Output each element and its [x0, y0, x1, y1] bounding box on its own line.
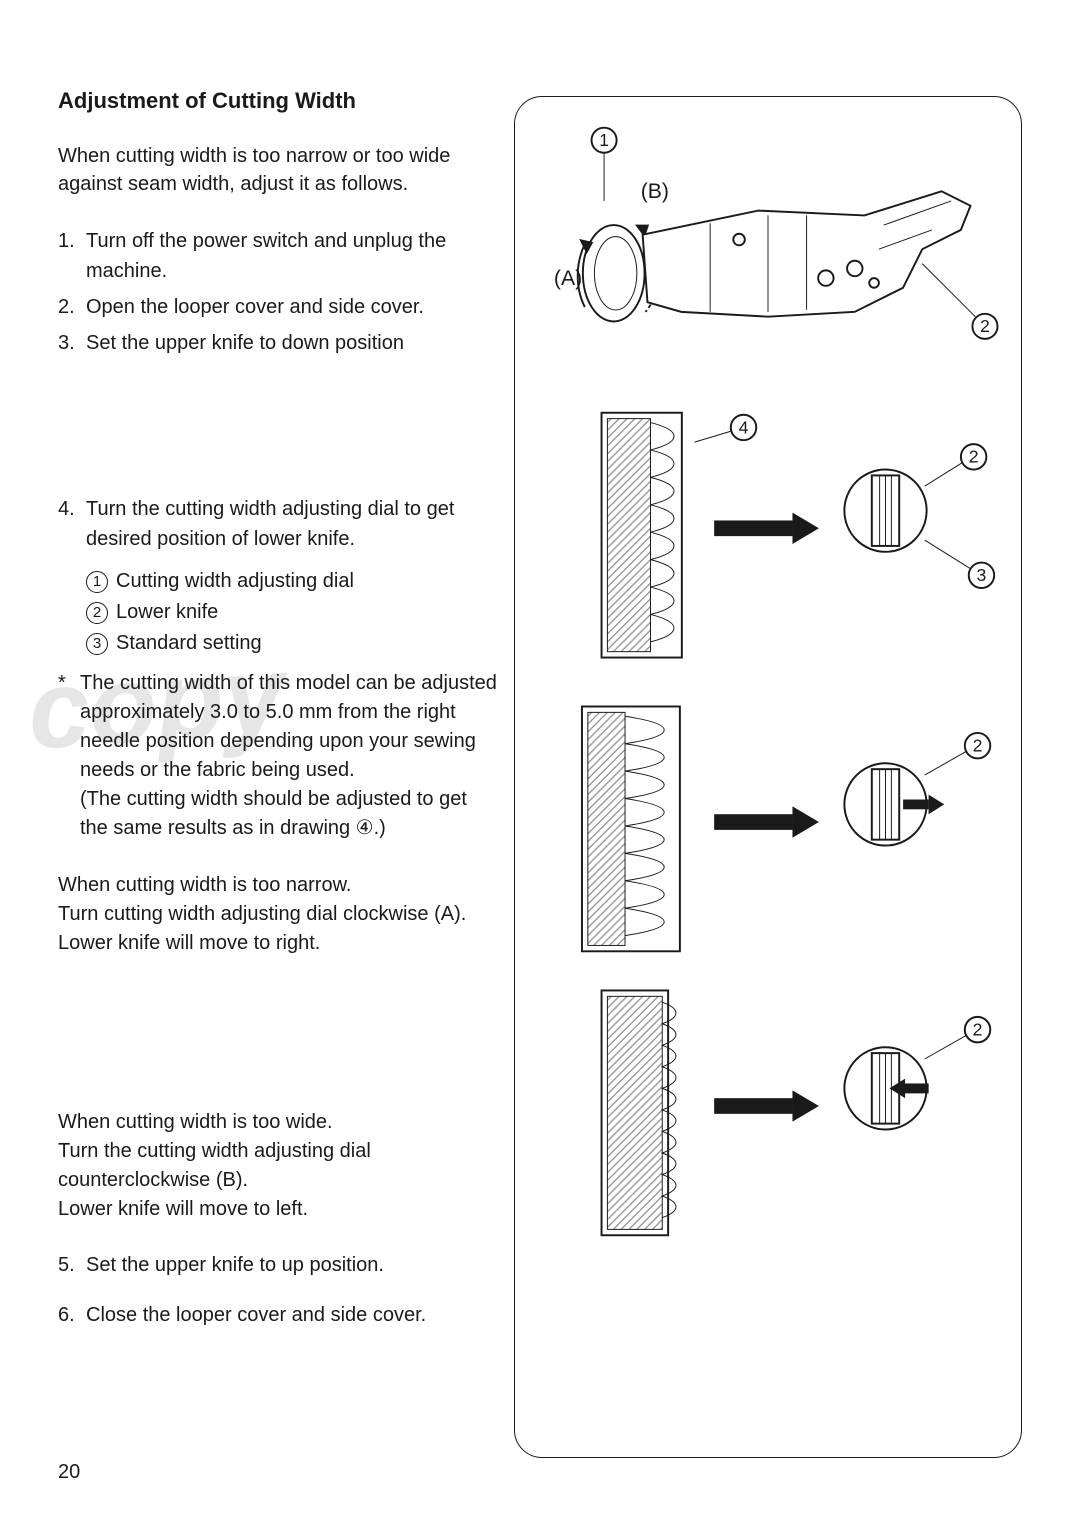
narrow-block: When cutting width is too narrow. Turn c…: [58, 871, 498, 958]
step-num: 2.: [58, 292, 86, 322]
step-num: 6.: [58, 1300, 86, 1330]
step-5: 5. Set the upper knife to up position.: [58, 1250, 498, 1280]
legend-item-1: 1 Cutting width adjusting dial: [86, 566, 498, 597]
step-num: 1.: [58, 226, 86, 286]
circled-2-icon: 2: [86, 602, 108, 624]
step-text: Turn the cutting width adjusting dial to…: [86, 494, 498, 554]
note-block: copy * The cutting width of this model c…: [58, 659, 498, 843]
figure-column: 1 (A) (B) 2: [522, 88, 1022, 1488]
note-paren: (The cutting width should be adjusted to…: [80, 788, 467, 839]
circled-3-icon: 3: [86, 633, 108, 655]
mechanism-diagram: 1 (A) (B) 2: [533, 119, 1003, 389]
step-1: 1. Turn off the power switch and unplug …: [58, 226, 498, 286]
spacing: [58, 364, 498, 494]
step-num: 4.: [58, 494, 86, 554]
callout-1: 1: [599, 130, 609, 150]
callout-2d: 2: [973, 1020, 983, 1040]
step-text: Set the upper knife to down position: [86, 328, 404, 358]
narrow-line1: When cutting width is too narrow.: [58, 871, 498, 900]
legend-item-2: 2 Lower knife: [86, 597, 498, 628]
spacing: [58, 1224, 498, 1250]
step-3: 3. Set the upper knife to down position: [58, 328, 498, 358]
steps-5-6: 5. Set the upper knife to up position. 6…: [58, 1250, 498, 1336]
step-num: 3.: [58, 328, 86, 358]
step-text: Open the looper cover and side cover.: [86, 292, 424, 322]
asterisk-icon: *: [58, 669, 80, 843]
callout-4: 4: [739, 417, 749, 437]
step-text: Close the looper cover and side cover.: [86, 1300, 426, 1330]
wide-line3: Lower knife will move to left.: [58, 1195, 498, 1224]
page-title: Adjustment of Cutting Width: [58, 88, 498, 114]
wide-block: When cutting width is too wide. Turn the…: [58, 1108, 498, 1224]
legend-item-3: 3 Standard setting: [86, 628, 498, 659]
narrow-line2: Turn cutting width adjusting dial clockw…: [58, 900, 498, 929]
step-num: 5.: [58, 1250, 86, 1280]
note-main: The cutting width of this model can be a…: [80, 672, 497, 781]
callout-2b: 2: [969, 447, 979, 467]
wide-line1: When cutting width is too wide.: [58, 1108, 498, 1137]
label-A: (A): [554, 267, 582, 290]
step-6: 6. Close the looper cover and side cover…: [58, 1300, 498, 1330]
text-column: Adjustment of Cutting Width When cutting…: [58, 88, 498, 1488]
legend-label: Lower knife: [116, 597, 218, 628]
stitch-diagrams: 4 2 3: [533, 394, 1003, 1254]
page-number: 20: [58, 1461, 80, 1484]
callout-2c: 2: [973, 736, 983, 756]
note-text: The cutting width of this model can be a…: [80, 669, 498, 843]
page-root: Adjustment of Cutting Width When cutting…: [58, 88, 1022, 1488]
label-B: (B): [641, 180, 669, 203]
wide-line2: Turn the cutting width adjusting dial co…: [58, 1137, 498, 1195]
spacing: [58, 843, 498, 871]
step-4-item: 4. Turn the cutting width adjusting dial…: [58, 494, 498, 554]
legend-list: 1 Cutting width adjusting dial 2 Lower k…: [86, 566, 498, 659]
step-4: 4. Turn the cutting width adjusting dial…: [58, 494, 498, 560]
steps-1-3: 1. Turn off the power switch and unplug …: [58, 226, 498, 364]
legend-label: Cutting width adjusting dial: [116, 566, 354, 597]
legend-label: Standard setting: [116, 628, 262, 659]
step-2: 2. Open the looper cover and side cover.: [58, 292, 498, 322]
callout-3: 3: [977, 565, 987, 585]
step-text: Turn off the power switch and unplug the…: [86, 226, 498, 286]
note-star: * The cutting width of this model can be…: [58, 669, 498, 843]
narrow-line3: Lower knife will move to right.: [58, 929, 498, 958]
intro-paragraph: When cutting width is too narrow or too …: [58, 142, 498, 198]
step-text: Set the upper knife to up position.: [86, 1250, 384, 1280]
callout-2a: 2: [980, 316, 990, 336]
figure-frame: 1 (A) (B) 2: [514, 96, 1022, 1458]
circled-1-icon: 1: [86, 571, 108, 593]
spacing: [58, 958, 498, 1108]
